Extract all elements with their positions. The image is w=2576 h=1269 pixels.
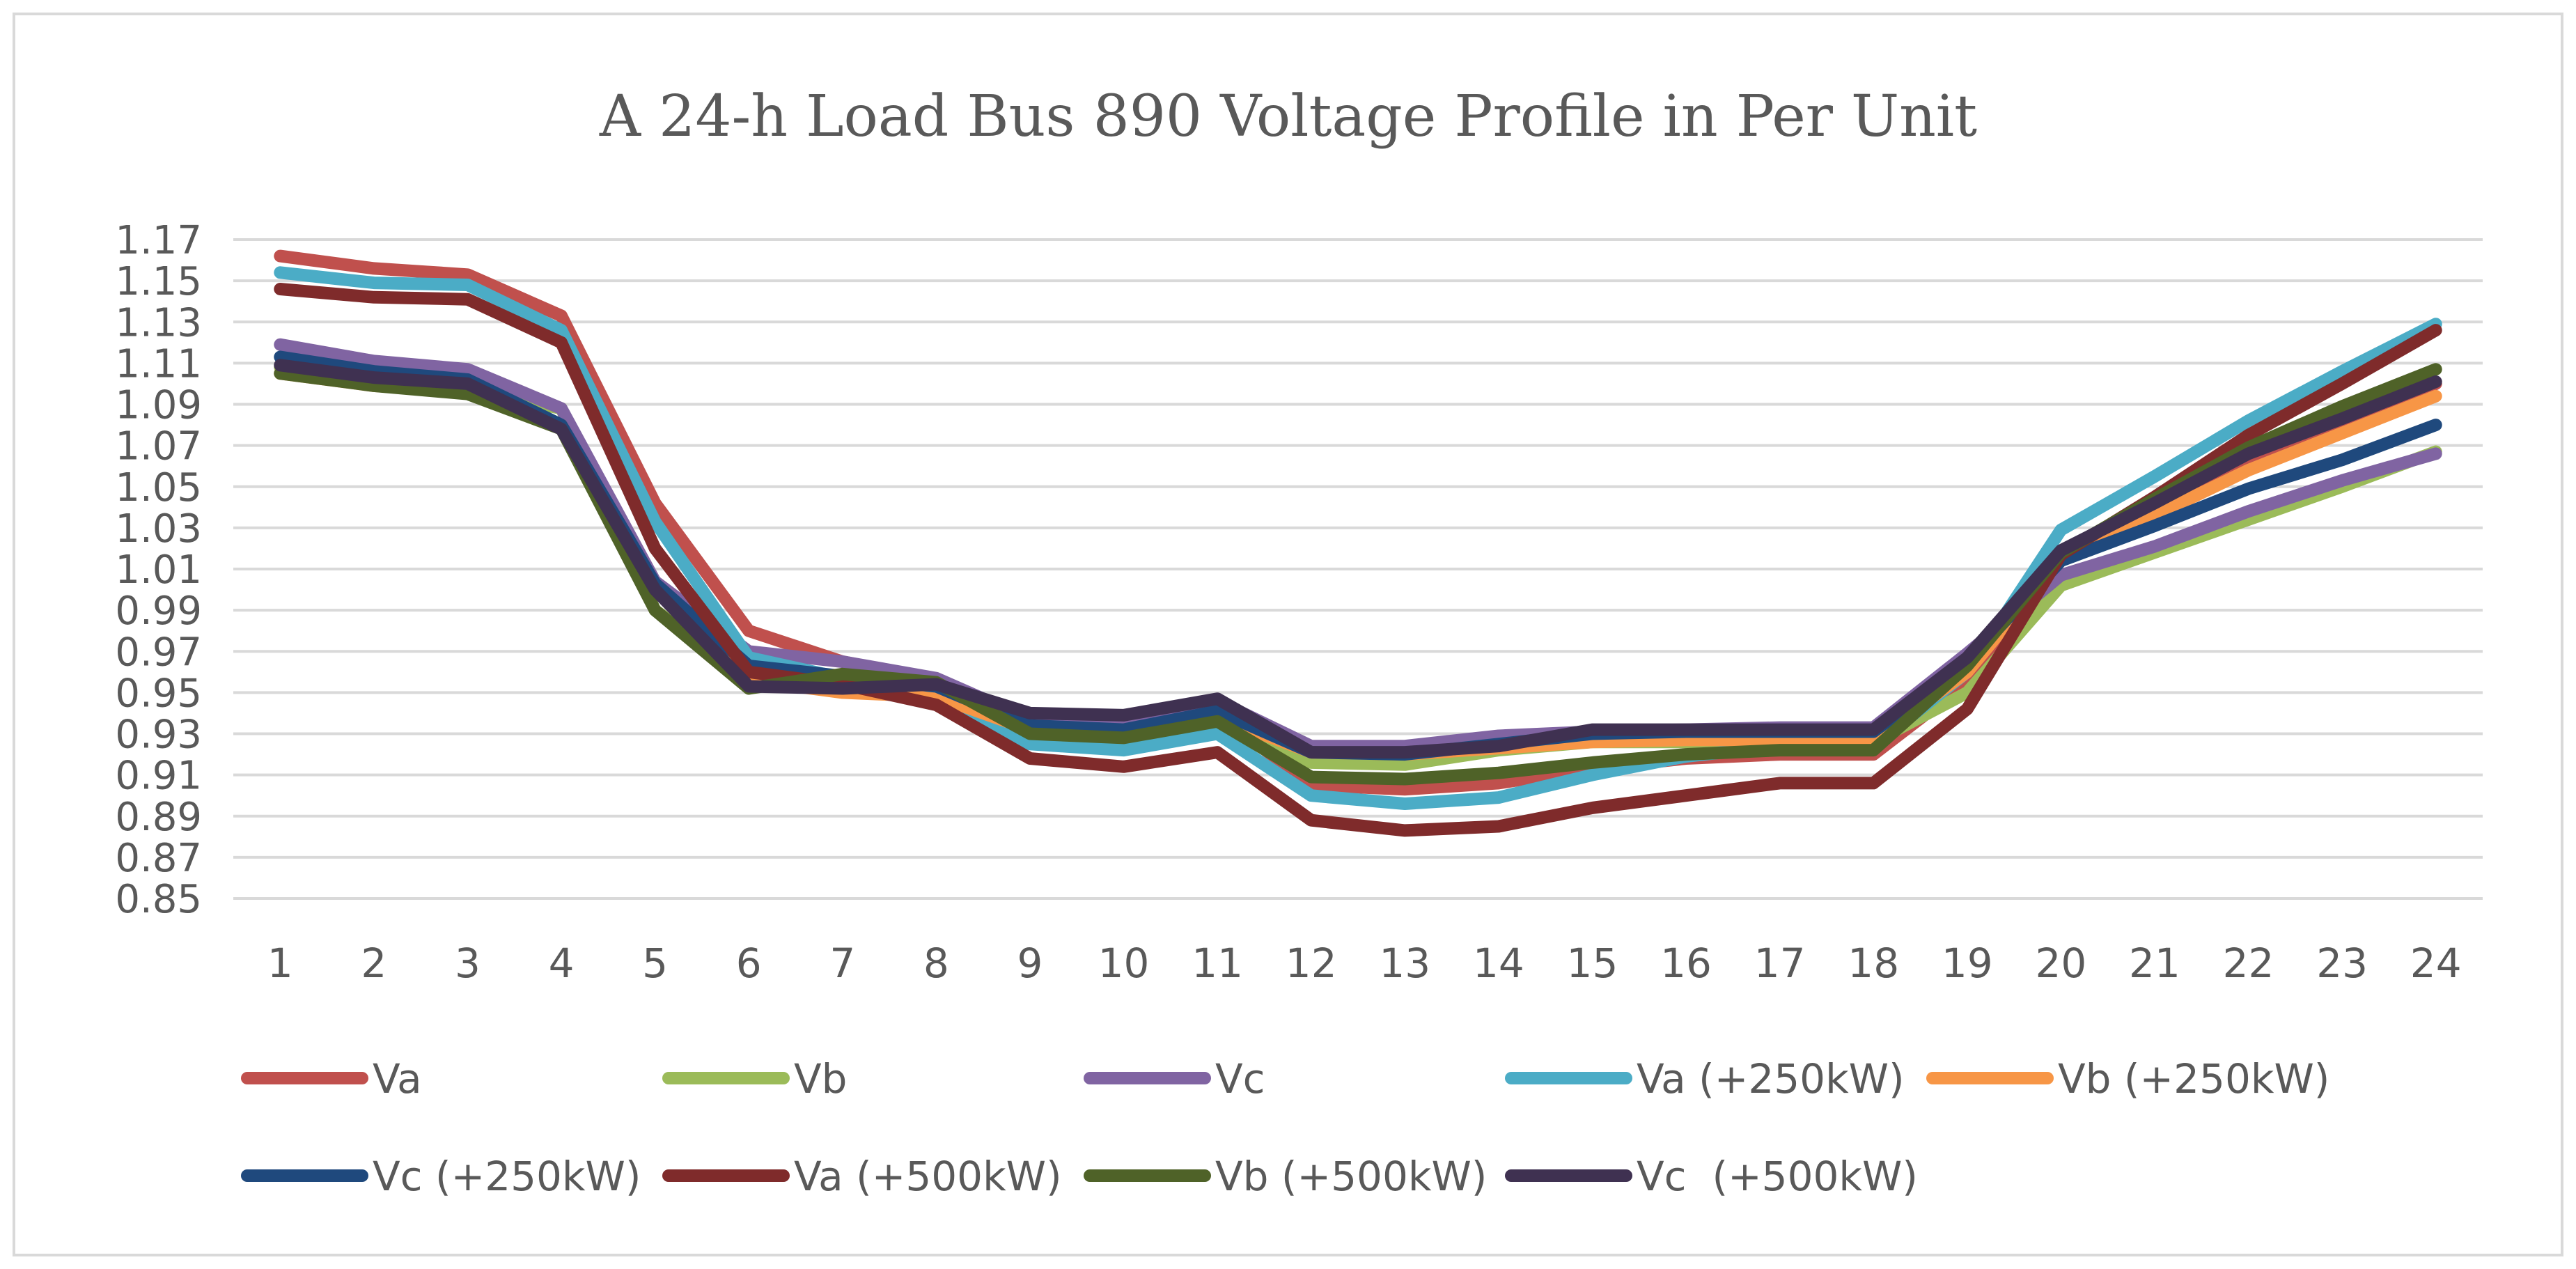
y-tick-label: 0.85 xyxy=(115,877,202,922)
x-tick-label: 7 xyxy=(829,940,855,987)
x-axis-ticks: 1 2 3 4 5 6 7 8 9 10 11 12 13 14 15 16 17 18 19 20 21 22 23 24 xyxy=(267,940,2462,987)
series-line-3 xyxy=(274,266,2442,810)
y-tick-label: 0.89 xyxy=(115,795,202,840)
series-lines xyxy=(274,249,2442,837)
legend-label: Va (+250kW) xyxy=(1637,1055,1905,1103)
legend-label: Vb xyxy=(794,1055,848,1103)
y-tick-label: 1.01 xyxy=(115,547,202,593)
x-tick-label: 5 xyxy=(642,940,668,987)
y-tick-label: 0.97 xyxy=(115,630,202,675)
x-tick-label: 19 xyxy=(1942,940,1993,987)
y-tick-label: 0.99 xyxy=(115,589,202,634)
x-tick-label: 1 xyxy=(267,940,293,987)
legend-label: Va (+500kW) xyxy=(794,1153,1062,1200)
y-tick-label: 1.17 xyxy=(115,218,202,263)
x-tick-label: 17 xyxy=(1754,940,1806,987)
x-tick-label: 6 xyxy=(736,940,762,987)
y-axis-ticks: 1.171.151.131.111.091.071.051.031.010.99… xyxy=(115,218,202,922)
legend-label: Vc (+250kW) xyxy=(373,1153,641,1200)
x-tick-label: 24 xyxy=(2410,940,2462,987)
x-tick-label: 16 xyxy=(1660,940,1712,987)
legend: Va Vb Vc Va (+250kW) Vb (+250kW) Vc (+250kW) V… xyxy=(241,1055,2329,1200)
y-tick-label: 1.09 xyxy=(115,383,202,428)
legend-label: Vc (+500kW) xyxy=(1637,1153,1918,1200)
chart-title: A 24-h Load Bus 890 Voltage Profile in P… xyxy=(599,84,1977,150)
x-tick-label: 22 xyxy=(2223,940,2274,987)
y-tick-label: 0.87 xyxy=(115,836,202,881)
x-tick-label: 2 xyxy=(361,940,387,987)
x-tick-label: 21 xyxy=(2129,940,2180,987)
y-tick-label: 0.91 xyxy=(115,754,202,799)
chart-frame xyxy=(13,13,2563,1256)
x-tick-label: 8 xyxy=(923,940,949,987)
y-tick-label: 1.07 xyxy=(115,424,202,469)
x-tick-label: 23 xyxy=(2316,940,2368,987)
x-tick-label: 18 xyxy=(1848,940,1899,987)
y-tick-label: 1.15 xyxy=(115,259,202,304)
x-tick-label: 11 xyxy=(1192,940,1243,987)
x-tick-label: 3 xyxy=(455,940,481,987)
x-tick-label: 9 xyxy=(1017,940,1043,987)
x-tick-label: 13 xyxy=(1379,940,1430,987)
y-tick-label: 1.11 xyxy=(115,341,202,387)
y-tick-label: 1.03 xyxy=(115,506,202,552)
y-tick-label: 0.95 xyxy=(115,671,202,716)
x-tick-label: 20 xyxy=(2035,940,2086,987)
x-tick-label: 15 xyxy=(1567,940,1618,987)
gridlines xyxy=(233,238,2483,900)
y-tick-label: 1.13 xyxy=(115,300,202,345)
x-tick-label: 14 xyxy=(1473,940,1524,987)
legend-label: Vc xyxy=(1215,1055,1265,1103)
x-tick-label: 12 xyxy=(1286,940,1337,987)
y-tick-label: 0.93 xyxy=(115,713,202,758)
y-tick-label: 1.05 xyxy=(115,465,202,511)
legend-label: Va xyxy=(373,1055,422,1103)
x-tick-label: 4 xyxy=(549,940,575,987)
legend-label: Vb (+250kW) xyxy=(2058,1055,2329,1103)
legend-label: Vb (+500kW) xyxy=(1215,1153,1487,1200)
x-tick-label: 10 xyxy=(1098,940,1150,987)
series-line-8 xyxy=(274,359,2442,759)
